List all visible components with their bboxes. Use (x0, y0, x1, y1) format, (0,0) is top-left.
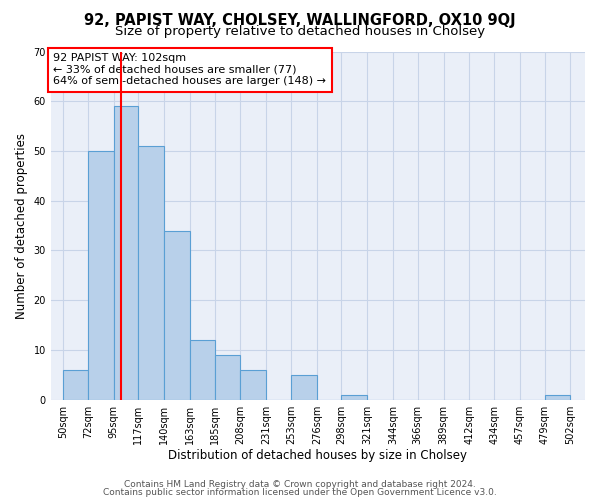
Bar (341, 394, 367, 400)
Bar (139, 146, 164, 400)
Text: Contains HM Land Registry data © Crown copyright and database right 2024.: Contains HM Land Registry data © Crown c… (124, 480, 476, 489)
Bar (291, 375, 317, 400)
Text: 92, PAPIST WAY, CHOLSEY, WALLINGFORD, OX10 9QJ: 92, PAPIST WAY, CHOLSEY, WALLINGFORD, OX… (84, 12, 516, 28)
X-axis label: Distribution of detached houses by size in Cholsey: Distribution of detached houses by size … (169, 450, 467, 462)
Text: 92 PAPIST WAY: 102sqm
← 33% of detached houses are smaller (77)
64% of semi-deta: 92 PAPIST WAY: 102sqm ← 33% of detached … (53, 53, 326, 86)
Bar (113, 106, 139, 400)
Text: Contains public sector information licensed under the Open Government Licence v3: Contains public sector information licen… (103, 488, 497, 497)
Text: Size of property relative to detached houses in Cholsey: Size of property relative to detached ho… (115, 25, 485, 38)
Bar (164, 230, 190, 400)
Bar (241, 370, 266, 400)
Bar (190, 340, 215, 400)
Bar (545, 394, 571, 400)
Bar (63, 370, 88, 400)
Y-axis label: Number of detached properties: Number of detached properties (15, 132, 28, 318)
Bar (88, 151, 113, 400)
Bar (215, 355, 241, 400)
